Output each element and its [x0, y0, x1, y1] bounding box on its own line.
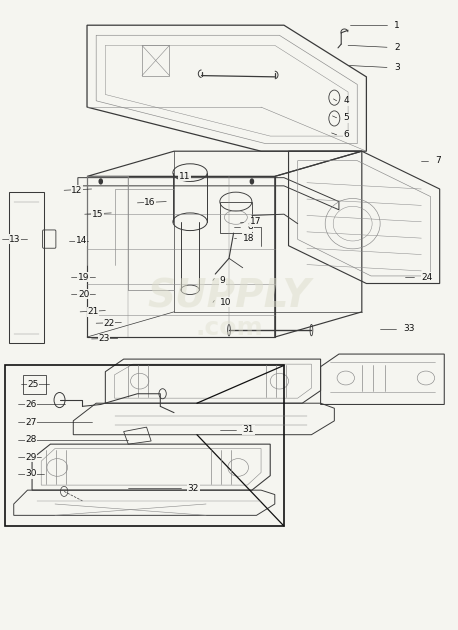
Text: 6: 6 [344, 130, 349, 139]
Text: 1: 1 [394, 21, 400, 30]
Text: 33: 33 [403, 324, 414, 333]
Text: 18: 18 [243, 234, 254, 243]
Text: 29: 29 [25, 453, 37, 462]
Text: 20: 20 [78, 290, 89, 299]
Text: 26: 26 [25, 400, 37, 409]
Text: 12: 12 [71, 186, 82, 195]
Text: 22: 22 [103, 319, 114, 328]
Text: 30: 30 [25, 469, 37, 478]
Circle shape [98, 178, 103, 185]
Text: 10: 10 [220, 298, 231, 307]
Text: .com: .com [195, 316, 263, 340]
Text: 31: 31 [243, 425, 254, 434]
Text: 17: 17 [250, 217, 261, 226]
Text: 4: 4 [344, 96, 349, 105]
Text: 25: 25 [27, 380, 39, 389]
Text: 21: 21 [87, 307, 98, 316]
Text: 8: 8 [247, 222, 253, 231]
Text: 2: 2 [394, 43, 399, 52]
Text: 24: 24 [421, 273, 433, 282]
Text: 5: 5 [344, 113, 349, 122]
Text: 28: 28 [25, 435, 37, 444]
Text: 14: 14 [76, 236, 87, 245]
Text: 11: 11 [179, 172, 190, 181]
Text: 13: 13 [9, 235, 21, 244]
Text: 16: 16 [144, 198, 156, 207]
Circle shape [250, 178, 254, 185]
Text: 19: 19 [78, 273, 89, 282]
Bar [5, 365, 284, 526]
Text: 9: 9 [220, 276, 226, 285]
Text: SUPPLY: SUPPLY [147, 277, 311, 315]
Text: 15: 15 [92, 210, 103, 219]
Text: 23: 23 [98, 335, 110, 343]
Text: 7: 7 [435, 156, 441, 165]
Text: 3: 3 [394, 63, 400, 72]
Text: 32: 32 [188, 484, 199, 493]
Text: 27: 27 [25, 418, 37, 427]
